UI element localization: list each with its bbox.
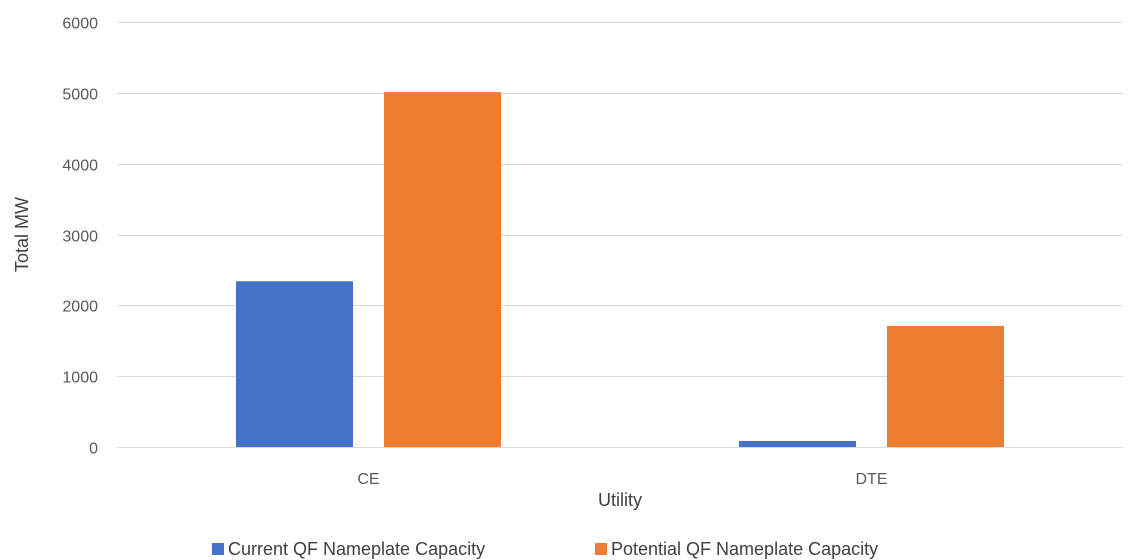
y-tick-label: 1000 — [62, 370, 98, 387]
x-tick-label: DTE — [856, 471, 888, 488]
bar-dte-current — [739, 440, 856, 447]
bar-dte-potential — [887, 325, 1004, 447]
y-tick-label: 6000 — [62, 16, 98, 33]
legend-label: Current QF Nameplate Capacity — [228, 539, 485, 559]
legend: Current QF Nameplate Capacity Potential Q… — [212, 539, 878, 559]
y-axis-ticks: 0 1000 2000 3000 4000 5000 6000 — [62, 16, 98, 458]
y-tick-label: 5000 — [62, 87, 98, 104]
y-tick-label: 3000 — [62, 229, 98, 246]
x-axis-ticks: CE DTE — [357, 471, 887, 488]
y-tick-label: 0 — [89, 441, 98, 458]
y-tick-label: 2000 — [62, 299, 98, 316]
x-tick-label: CE — [357, 471, 379, 488]
legend-swatch — [212, 543, 224, 555]
bar-ce-current — [236, 281, 353, 447]
legend-label: Potential QF Nameplate Capacity — [611, 539, 878, 559]
y-axis-title: Total MW — [12, 197, 32, 272]
bars — [236, 92, 1004, 447]
y-tick-label: 4000 — [62, 158, 98, 175]
legend-swatch — [595, 543, 607, 555]
bar-ce-potential — [384, 92, 501, 447]
x-axis-title: Utility — [598, 490, 642, 510]
